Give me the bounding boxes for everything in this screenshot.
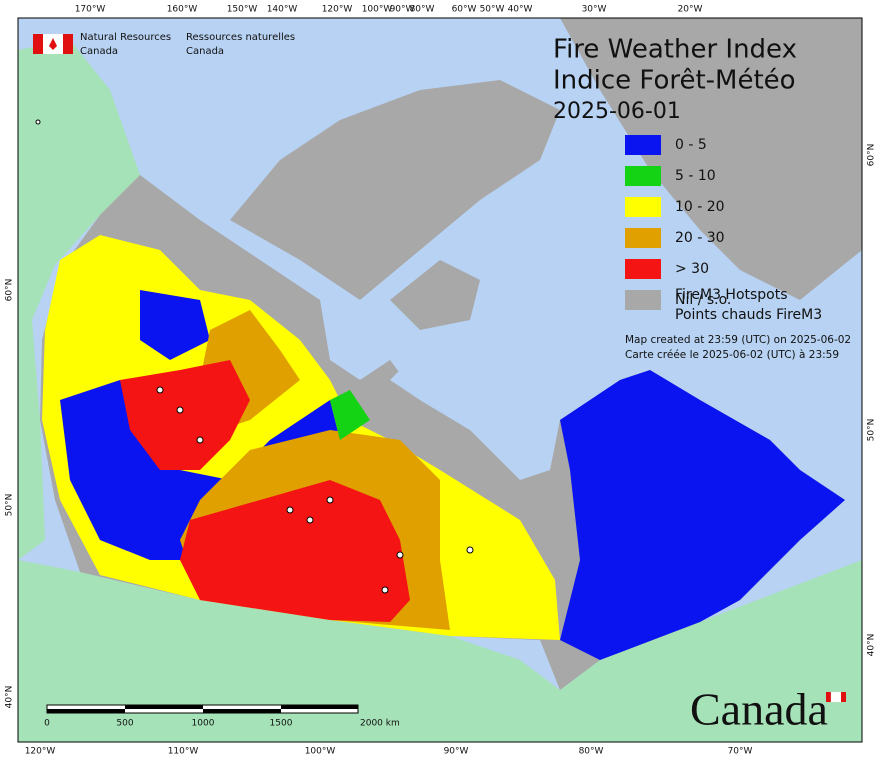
nrcan-flag xyxy=(33,34,73,54)
title: Indice Forêt-Météo xyxy=(553,66,796,96)
legend-swatch xyxy=(625,166,661,186)
scale-seg xyxy=(281,705,358,709)
lat-label: 40°N xyxy=(5,686,15,709)
lon-label: 140°W xyxy=(267,5,298,15)
legend-label: 5 - 10 xyxy=(675,168,716,184)
lon-label: 30°W xyxy=(582,5,607,15)
legend-label: 20 - 30 xyxy=(675,230,725,246)
lat-label: 60°N xyxy=(867,144,877,167)
alaska-land xyxy=(18,40,140,560)
note: Carte créée le 2025-06-02 (UTC) à 23:59 xyxy=(625,349,839,361)
lon-label: 120°W xyxy=(25,747,56,757)
flag-bar xyxy=(826,692,831,702)
hotspot xyxy=(156,386,164,394)
lon-label: 90°W xyxy=(444,747,469,757)
lon-label: 110°W xyxy=(168,747,199,757)
hotspots xyxy=(35,119,474,594)
zone-blue-nw xyxy=(140,290,210,360)
hotspot xyxy=(466,546,474,554)
hotspot xyxy=(381,586,389,594)
scale-label: 1500 xyxy=(270,719,293,729)
agency: Canada xyxy=(80,46,118,57)
legend-label: Nil / s.o. xyxy=(675,292,731,308)
hotspot xyxy=(176,406,184,414)
zone-green xyxy=(330,390,370,440)
lon-label: 120°W xyxy=(322,5,353,15)
lon-label: 160°W xyxy=(167,5,198,15)
legend-swatch xyxy=(625,197,661,217)
baffin xyxy=(390,260,480,330)
lat-label: 50°N xyxy=(5,494,15,517)
legend-label: > 30 xyxy=(675,261,709,277)
scale-label: 500 xyxy=(116,719,133,729)
frame xyxy=(17,17,863,743)
zone-blue-e xyxy=(560,370,845,660)
lat-label: 60°N xyxy=(5,279,15,302)
hotspot xyxy=(326,496,334,504)
flag-bar xyxy=(841,692,846,702)
zone-red-w xyxy=(120,360,250,470)
flag-center xyxy=(830,691,842,703)
date: 2025-06-01 xyxy=(553,99,681,124)
lon-label: 100°W xyxy=(305,747,336,757)
lon-label: 40°W xyxy=(508,5,533,15)
lon-label: 80°W xyxy=(579,747,604,757)
hotspot xyxy=(196,436,204,444)
lon-label: 170°W xyxy=(75,5,106,15)
flag-bar xyxy=(33,34,43,54)
legend-label: FireM3 Hotspots xyxy=(675,287,788,303)
legend-label: 10 - 20 xyxy=(675,199,725,215)
lat-label: 40°N xyxy=(867,634,877,657)
lon-label: 100°W xyxy=(362,5,393,15)
title: Fire Weather Index xyxy=(553,35,797,65)
lon-label: 20°W xyxy=(678,5,703,15)
agency: Natural Resources xyxy=(80,32,171,43)
wordmark-flag xyxy=(826,691,846,703)
legend-label: Points chauds FireM3 xyxy=(675,307,822,323)
hotspot xyxy=(35,119,41,125)
hotspot xyxy=(396,551,404,559)
scale-bar xyxy=(46,704,359,714)
scale-seg xyxy=(125,705,203,709)
lon-label: 150°W xyxy=(227,5,258,15)
flag-bar xyxy=(63,34,73,54)
legend-swatch xyxy=(625,290,661,310)
scale-label: 1000 xyxy=(192,719,215,729)
greenland xyxy=(560,18,862,300)
scale-seg xyxy=(47,709,125,713)
lon-label: 60°W xyxy=(452,5,477,15)
hudson-bay xyxy=(390,320,560,480)
scale-label: 2000 km xyxy=(360,719,400,729)
lon-label: 50°W xyxy=(480,5,505,15)
lon-label: 80°W xyxy=(410,5,435,15)
note: Map created at 23:59 (UTC) on 2025-06-02 xyxy=(625,334,851,346)
agency: Ressources naturelles xyxy=(186,32,295,43)
flag-leaf xyxy=(49,38,57,50)
scale-label: 0 xyxy=(44,719,50,729)
zone-red-s xyxy=(180,480,410,622)
wordmark: Canada xyxy=(690,684,828,735)
lon-label: 90°W xyxy=(390,5,415,15)
agency: Canada xyxy=(186,46,224,57)
legend-swatch xyxy=(625,135,661,155)
hotspot xyxy=(286,506,294,514)
lat-label: 50°N xyxy=(867,419,877,442)
scale-seg xyxy=(203,709,281,713)
hotspot xyxy=(306,516,314,524)
legend-swatch xyxy=(625,259,661,279)
legend-swatch xyxy=(625,228,661,248)
legend-label: 0 - 5 xyxy=(675,137,707,153)
us-land xyxy=(18,560,862,742)
lon-label: 70°W xyxy=(728,747,753,757)
arctic-islands xyxy=(230,80,560,300)
